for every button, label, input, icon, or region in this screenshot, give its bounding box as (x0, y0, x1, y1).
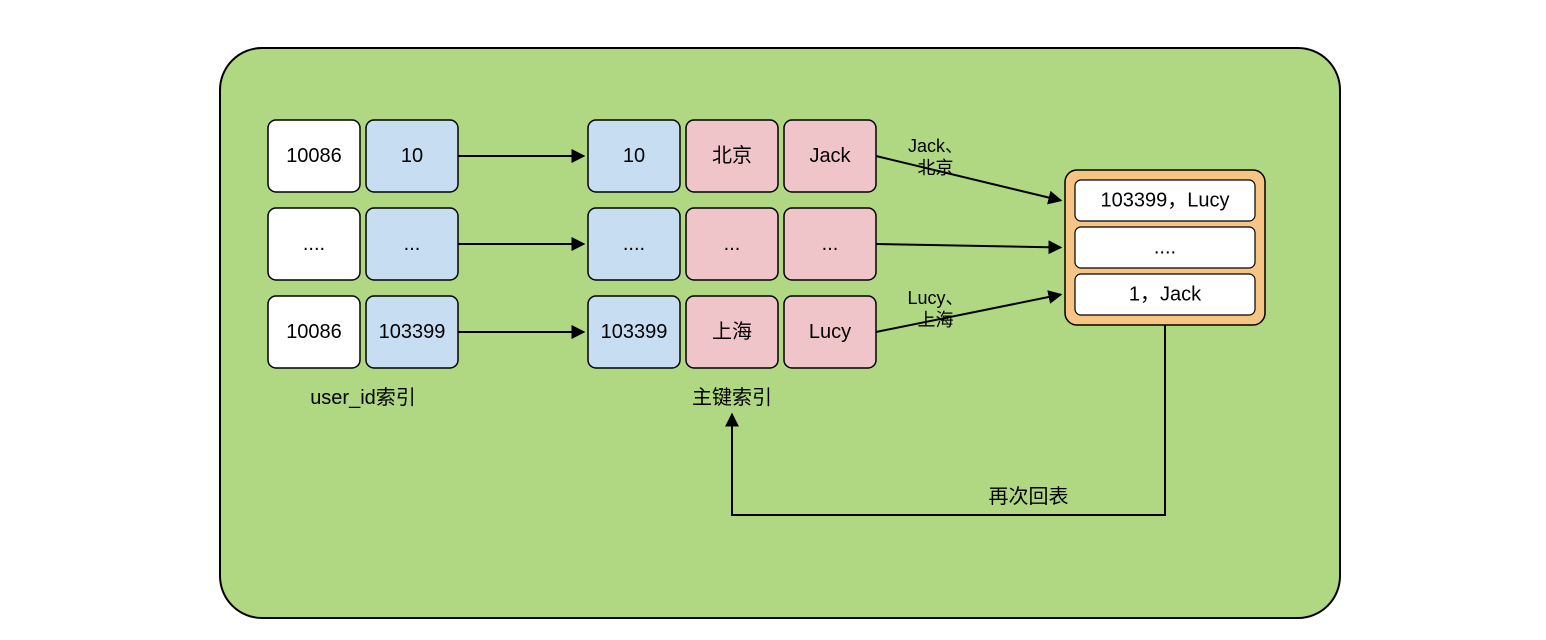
user-index-left-1-text: .... (303, 233, 325, 255)
user-index-left-2-text: 10086 (286, 321, 342, 343)
user-index-right-1-text: ... (404, 233, 421, 255)
pk-index-label: 主键索引 (692, 386, 772, 409)
return-label: 再次回表 (989, 485, 1069, 508)
user-index-label: user_id索引 (310, 386, 416, 409)
result-row-text-0: 103399，Lucy (1101, 190, 1230, 212)
pk-index-c1-1-text: ... (724, 233, 741, 255)
edge-label-top-1: 北京 (918, 158, 954, 178)
pk-index-c2-1-text: ... (822, 233, 839, 255)
edge-label-bot-0: Lucy、 (907, 288, 963, 308)
pk-index-c1-2-text: 上海 (712, 320, 752, 343)
pk-index-c0-1-text: .... (623, 233, 645, 255)
edge-label-top-0: Jack、 (908, 136, 963, 156)
pk-index-c0-0-text: 10 (623, 145, 645, 167)
pk-index-c1-0-text: 北京 (712, 144, 752, 167)
user-index-left-0-text: 10086 (286, 145, 342, 167)
result-row-text-2: 1，Jack (1129, 284, 1202, 306)
pk-index-c2-0-text: Jack (809, 145, 851, 167)
pk-index-c0-2-text: 103399 (601, 321, 668, 343)
edge-label-bot-1: 上海 (918, 310, 954, 330)
pk-index-c2-2-text: Lucy (809, 321, 851, 343)
user-index-right-0-text: 10 (401, 145, 423, 167)
result-row-text-1: .... (1154, 237, 1176, 259)
user-index-right-2-text: 103399 (379, 321, 446, 343)
